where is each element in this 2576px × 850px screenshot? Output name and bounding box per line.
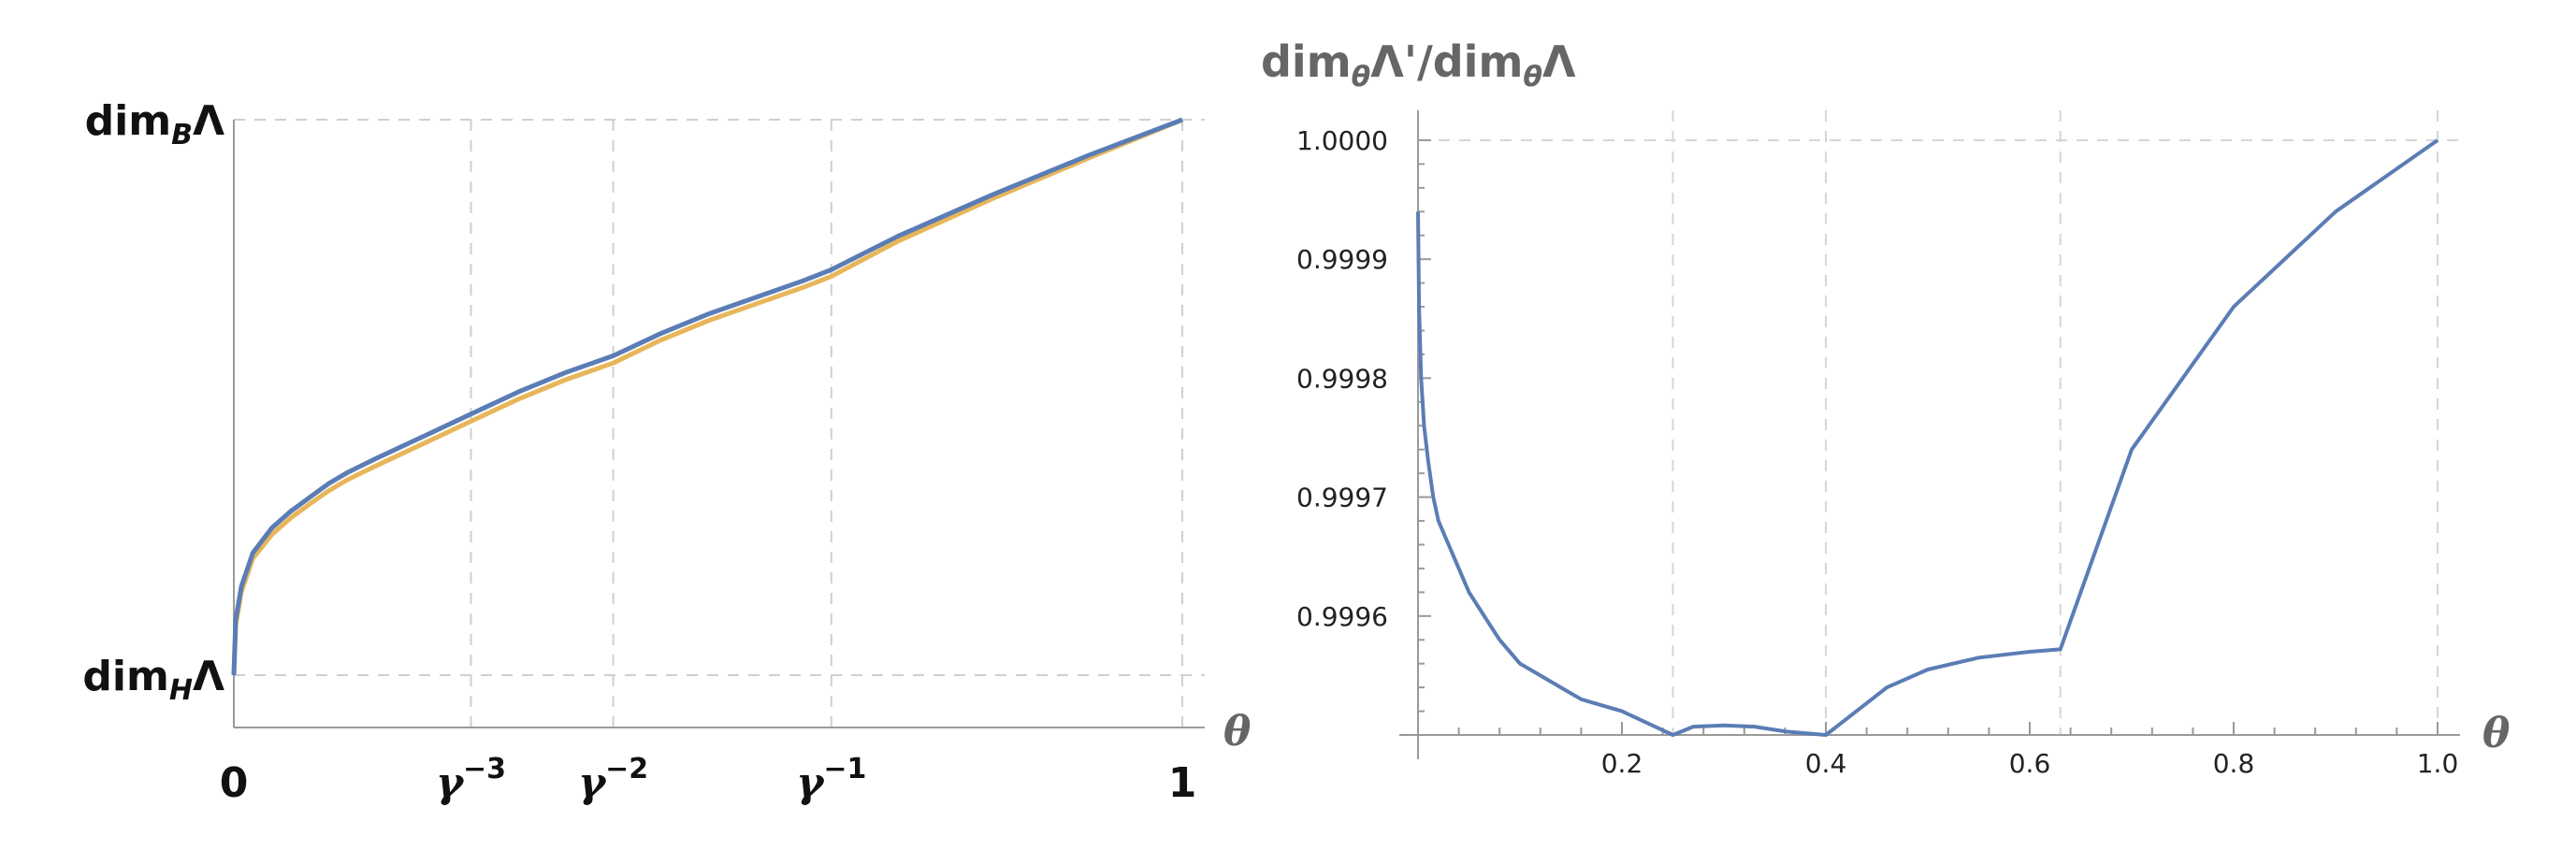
- tick-base: γ: [436, 759, 465, 807]
- right-y-axis-label: dimθΛ'/dimθΛ: [1261, 36, 1576, 94]
- left-x-tick-label: 0: [220, 759, 249, 807]
- tick-main: dim: [85, 97, 171, 145]
- tick-base: γ: [578, 759, 607, 807]
- right-y-tick-label: 0.9997: [1296, 483, 1388, 513]
- right-ylabel-end: Λ: [1542, 36, 1576, 87]
- right-ylabel-mid: Λ'/dim: [1370, 36, 1523, 87]
- tick-tail: Λ: [193, 653, 224, 700]
- left-x-tick-labels: 0 γ−3 γ−2 γ−1 1: [220, 753, 1197, 807]
- right-x-tick-label: 0.8: [2213, 748, 2255, 779]
- right-ylabel-sub1: θ: [1352, 61, 1371, 94]
- right-x-axis-label: θ: [2482, 710, 2511, 757]
- right-series: [1416, 138, 2439, 737]
- right-x-tick-label: 0.4: [1805, 748, 1847, 779]
- right-y-tick-label: 0.9999: [1296, 244, 1388, 275]
- left-series: [231, 117, 1183, 676]
- right-ylabel-sub2: θ: [1523, 61, 1542, 94]
- right-chart: dimθΛ'/dimθΛ 0.2 0.4 0.6 0.8 1.0 0.99960.999…: [1261, 36, 2511, 779]
- left-series-line-0: [231, 117, 1183, 676]
- tick-exponent: −1: [823, 753, 866, 785]
- right-y-tick-label: 0.9996: [1296, 601, 1388, 632]
- left-x-tick-label: γ−1: [796, 753, 866, 807]
- tick-sub: H: [169, 674, 193, 707]
- left-y-tick-label: dimBΛ: [85, 97, 224, 151]
- right-minor-ticks: [1418, 139, 2439, 735]
- right-x-tick-label: 0.2: [1601, 748, 1643, 779]
- right-y-tick-labels: 0.9996 0.9997 0.9998 0.9999 1.0000: [1296, 125, 1388, 632]
- tick-tail: Λ: [193, 97, 224, 145]
- left-x-axis-label: θ: [1223, 708, 1252, 756]
- left-x-tick-label: γ−3: [436, 753, 506, 807]
- right-gridlines: [1418, 110, 2460, 735]
- tick-base: γ: [796, 759, 825, 807]
- right-x-tick-label: 1.0: [2417, 748, 2459, 779]
- right-y-tick-label: 0.9998: [1296, 363, 1388, 394]
- right-ylabel-main: dim: [1261, 36, 1352, 87]
- right-series-line-0: [1416, 138, 2439, 737]
- left-y-tick-label: dimHΛ: [82, 653, 224, 707]
- left-x-tick-label: γ−2: [578, 753, 648, 807]
- tick-sub: B: [171, 119, 193, 151]
- left-gridlines: [234, 119, 1205, 728]
- right-x-tick-label: 0.6: [2009, 748, 2051, 779]
- left-series-line-1: [231, 117, 1183, 676]
- tick-exponent: −2: [605, 753, 648, 785]
- tick-exponent: −3: [463, 753, 506, 785]
- tick-main: dim: [82, 653, 168, 700]
- right-y-tick-label: 1.0000: [1296, 125, 1388, 156]
- right-x-tick-labels: 0.2 0.4 0.6 0.8 1.0: [1601, 748, 2459, 779]
- left-x-tick-label: 1: [1168, 759, 1197, 807]
